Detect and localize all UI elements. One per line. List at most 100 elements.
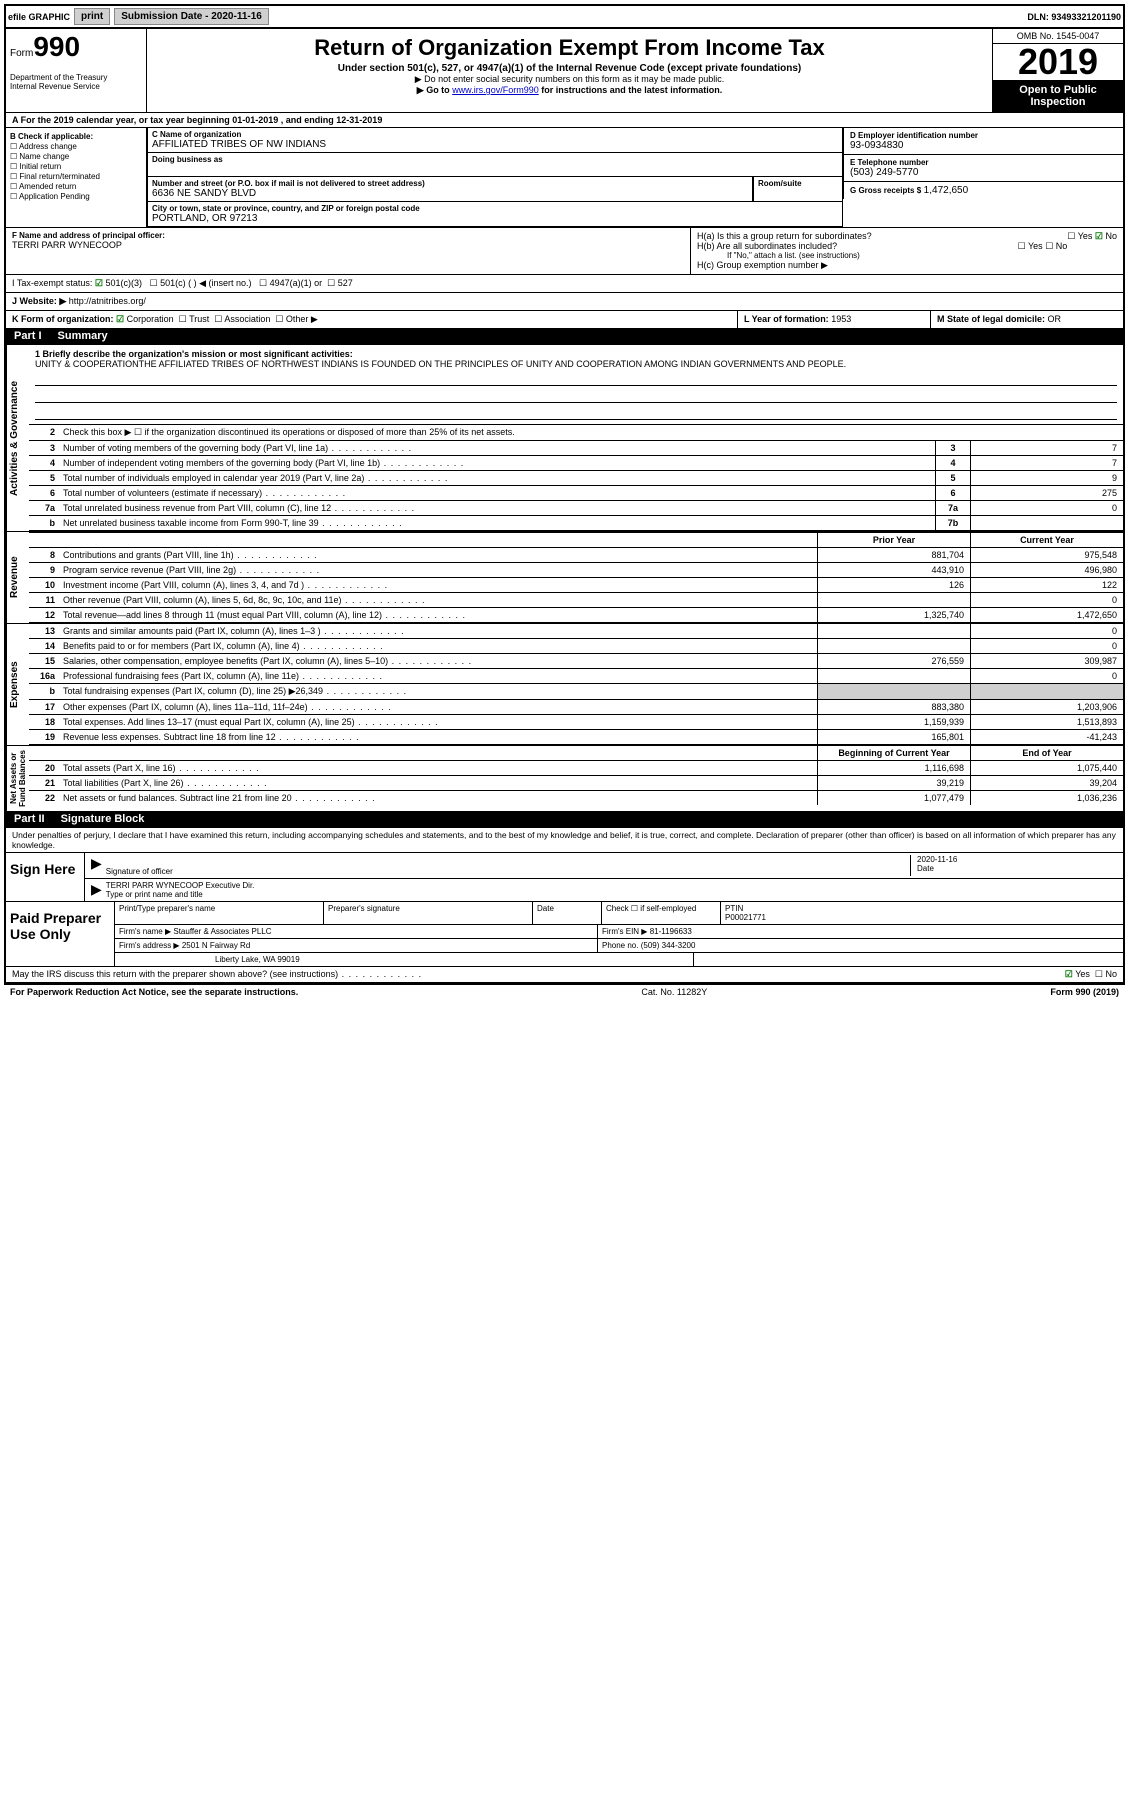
table-row: 4Number of independent voting members of… xyxy=(29,456,1123,471)
dln-label: DLN: 93493321201190 xyxy=(1027,12,1121,22)
sig-line-2: ▶ TERRI PARR WYNECOOP Executive Dir. Typ… xyxy=(85,879,1123,901)
j-label: J Website: ▶ xyxy=(12,296,66,307)
k-assoc[interactable]: Association xyxy=(224,314,270,324)
h-box: H(a) Is this a group return for subordin… xyxy=(690,228,1123,274)
col-c-to-g: C Name of organization AFFILIATED TRIBES… xyxy=(147,128,1123,227)
prep-h3: Date xyxy=(533,902,602,924)
i-opt-501c[interactable]: 501(c) ( ) ◀ (insert no.) xyxy=(160,278,251,288)
addr-cell: Firm's address ▶ 2501 N Fairway Rd xyxy=(115,939,598,952)
hb-no[interactable]: No xyxy=(1056,241,1068,251)
m-value: OR xyxy=(1048,314,1062,324)
print-button[interactable]: print xyxy=(74,8,110,25)
sig-officer-label: Signature of officer xyxy=(106,867,173,876)
preparer-section: Paid Preparer Use Only Print/Type prepar… xyxy=(6,901,1123,966)
sig-line-1: ▶ Signature of officer 2020-11-16 Date xyxy=(85,853,1123,879)
preparer-label: Paid Preparer Use Only xyxy=(6,902,115,966)
chk-name[interactable]: Name change xyxy=(10,152,142,161)
tax-year: 2019 xyxy=(993,44,1123,80)
beg-header: Beginning of Current Year xyxy=(817,746,970,760)
net-section: Net Assets or Fund Balances Beginning of… xyxy=(6,745,1123,811)
row-i: I Tax-exempt status: ☑ 501(c)(3) ☐ 501(c… xyxy=(6,274,1123,292)
discuss-no[interactable]: No xyxy=(1105,969,1117,979)
hb-yes[interactable]: Yes xyxy=(1028,241,1043,251)
dba-box: Doing business as xyxy=(147,153,842,177)
table-row: 9Program service revenue (Part VIII, lin… xyxy=(29,563,1123,578)
table-row: 22Net assets or fund balances. Subtract … xyxy=(29,791,1123,805)
footer-left: For Paperwork Reduction Act Notice, see … xyxy=(10,987,298,997)
c-name-box: C Name of organization AFFILIATED TRIBES… xyxy=(147,128,842,153)
part1-title: Summary xyxy=(58,330,108,342)
k-trust[interactable]: Trust xyxy=(189,314,209,324)
sign-here-label: Sign Here xyxy=(6,853,85,901)
i-opt-501c3[interactable]: 501(c)(3) xyxy=(105,278,142,288)
firm-addr-label: Firm's address ▶ xyxy=(119,941,180,950)
phone-label: E Telephone number xyxy=(850,158,1117,167)
prior-header: Prior Year xyxy=(817,533,970,547)
declaration-text: Under penalties of perjury, I declare th… xyxy=(6,828,1123,852)
table-row: bNet unrelated business taxable income f… xyxy=(29,516,1123,531)
signature-block: Under penalties of perjury, I declare th… xyxy=(6,827,1123,901)
row-f-h: F Name and address of principal officer:… xyxy=(6,227,1123,274)
website-value[interactable]: http://atnitribes.org/ xyxy=(69,296,146,307)
chk-initial[interactable]: Initial return xyxy=(10,162,142,171)
part1-header: Part I Summary xyxy=(6,328,1123,344)
addr-label: Number and street (or P.O. box if mail i… xyxy=(152,179,748,188)
city-value: PORTLAND, OR 97213 xyxy=(152,213,838,224)
chk-final[interactable]: Final return/terminated xyxy=(10,172,142,181)
note2-pre: ▶ Go to xyxy=(417,85,452,95)
officer-name: TERRI PARR WYNECOOP xyxy=(12,240,684,250)
prep-h4[interactable]: Check ☐ if self-employed xyxy=(602,902,721,924)
l-label: L Year of formation: xyxy=(744,314,829,324)
net-content: Beginning of Current Year End of Year 20… xyxy=(29,746,1123,811)
city-box: City or town, state or province, country… xyxy=(147,202,842,227)
room-label: Room/suite xyxy=(758,179,838,188)
ein-value: 93-0934830 xyxy=(850,140,1117,151)
submission-date-button[interactable]: Submission Date - 2020-11-16 xyxy=(114,8,269,25)
ein-label: D Employer identification number xyxy=(850,131,1117,140)
k-other[interactable]: Other ▶ xyxy=(286,314,318,324)
preparer-grid: Print/Type preparer's name Preparer's si… xyxy=(115,902,1123,966)
firm-addr2: Liberty Lake, WA 99019 xyxy=(115,953,694,966)
prep-firm-row: Firm's name ▶ Stauffer & Associates PLLC… xyxy=(115,925,1123,939)
ha-no[interactable]: No xyxy=(1105,231,1117,241)
hb-row: H(b) Are all subordinates included? ☐ Ye… xyxy=(697,241,1117,251)
m-box: M State of legal domicile: OR xyxy=(930,311,1123,328)
ein-box: D Employer identification number 93-0934… xyxy=(843,128,1123,155)
table-row: bTotal fundraising expenses (Part IX, co… xyxy=(29,684,1123,700)
efile-label: efile GRAPHIC xyxy=(8,12,70,22)
i-opt-4947[interactable]: 4947(a)(1) or xyxy=(270,278,323,288)
hb-note: If "No," attach a list. (see instruction… xyxy=(697,251,1117,260)
revenue-content: Prior Year Current Year 8Contributions a… xyxy=(29,532,1123,623)
table-row: 21Total liabilities (Part X, line 26)39,… xyxy=(29,776,1123,791)
ha-yes[interactable]: Yes xyxy=(1078,231,1093,241)
prep-h1: Print/Type preparer's name xyxy=(115,902,324,924)
current-header: Current Year xyxy=(970,533,1123,547)
form-title: Return of Organization Exempt From Incom… xyxy=(151,35,988,61)
gross-label: G Gross receipts $ xyxy=(850,186,921,195)
form-num: 990 xyxy=(33,31,80,62)
irs-link[interactable]: www.irs.gov/Form990 xyxy=(452,85,539,95)
table-row: 18Total expenses. Add lines 13–17 (must … xyxy=(29,715,1123,730)
chk-address[interactable]: Address change xyxy=(10,142,142,151)
i-box: I Tax-exempt status: ☑ 501(c)(3) ☐ 501(c… xyxy=(6,275,691,292)
footer: For Paperwork Reduction Act Notice, see … xyxy=(4,984,1125,999)
table-row: 7aTotal unrelated business revenue from … xyxy=(29,501,1123,516)
ha-label: H(a) Is this a group return for subordin… xyxy=(697,231,872,241)
form-note1: ▶ Do not enter social security numbers o… xyxy=(151,74,988,85)
discuss-yes[interactable]: Yes xyxy=(1075,969,1090,979)
discuss-question: May the IRS discuss this return with the… xyxy=(12,969,1065,980)
dba-label: Doing business as xyxy=(152,155,838,164)
i-opt-527[interactable]: 527 xyxy=(338,278,353,288)
k-corp[interactable]: Corporation xyxy=(127,314,174,324)
table-row: 6Total number of volunteers (estimate if… xyxy=(29,486,1123,501)
expenses-section: Expenses 13Grants and similar amounts pa… xyxy=(6,623,1123,745)
chk-amended[interactable]: Amended return xyxy=(10,182,142,191)
end-header: End of Year xyxy=(970,746,1123,760)
firm-phone-value: (509) 344-3200 xyxy=(641,941,696,950)
table-row: 17Other expenses (Part IX, column (A), l… xyxy=(29,700,1123,715)
table-row: 15Salaries, other compensation, employee… xyxy=(29,654,1123,669)
chk-pending[interactable]: Application Pending xyxy=(10,192,142,201)
form-header: Form990 Department of the Treasury Inter… xyxy=(6,29,1123,112)
line-2: 2 Check this box ▶ ☐ if the organization… xyxy=(29,425,1123,441)
discuss-answers: ☑ Yes ☐ No xyxy=(1065,969,1117,980)
